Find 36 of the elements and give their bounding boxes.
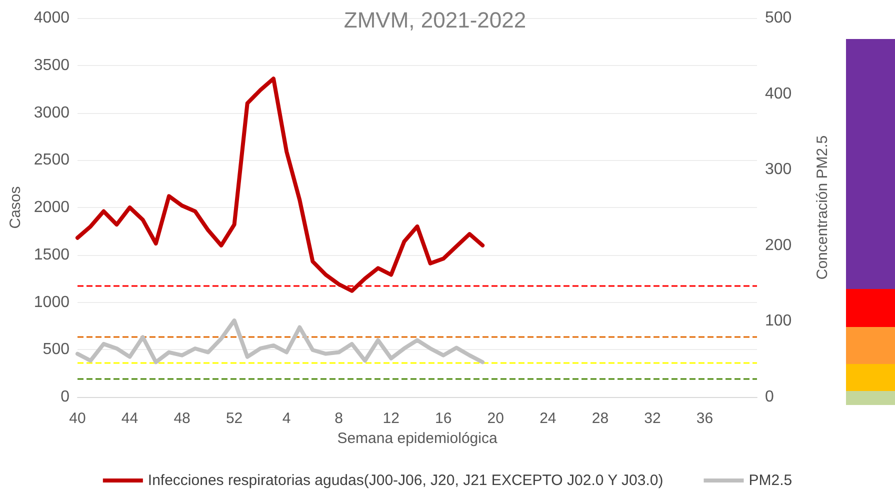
x-tick-label: 36 <box>696 410 714 427</box>
chart-title: ZMVM, 2021-2022 <box>344 8 526 32</box>
x-tick-label: 24 <box>540 410 556 427</box>
line-series <box>75 76 485 293</box>
y-tick-label: 1000 <box>34 294 70 311</box>
y-tick-label: 2500 <box>34 152 70 169</box>
y2-axis-title: Concentración PM2.5 <box>814 135 831 280</box>
x-tick-label: 20 <box>487 410 504 427</box>
y-tick-label: 2000 <box>34 199 70 216</box>
x-tick-label: 44 <box>121 410 138 427</box>
x-axis-title: Semana epidemiológica <box>337 430 498 447</box>
y2-tick-label: 200 <box>765 236 792 254</box>
y-tick-label: 3000 <box>34 104 70 122</box>
x-tick-label: 52 <box>226 410 243 427</box>
x-tick-label: 32 <box>644 410 661 427</box>
legend-label: PM2.5 <box>748 472 792 489</box>
y2-tick-label: 0 <box>765 388 774 406</box>
y-tick-label: 1500 <box>34 246 70 264</box>
legend-label: Infecciones respiratorias agudas(J00-J06, J20, J21 EXCEPTO J02.0 Y J03.0) <box>148 472 664 489</box>
x-tick-label: 48 <box>174 410 190 427</box>
y-axis-title: Casos <box>7 186 24 229</box>
y2-tick-label: 500 <box>765 10 792 26</box>
x-tick-label: 40 <box>69 410 86 427</box>
y2-tick-label: 400 <box>765 85 792 102</box>
y-tick-label: 500 <box>42 341 70 358</box>
y-tick-label: 3500 <box>34 56 70 74</box>
y-tick-label: 4000 <box>34 10 70 26</box>
line-series <box>75 318 485 364</box>
x-tick-label: 4 <box>282 410 291 427</box>
y2-tick-label: 300 <box>765 161 792 178</box>
x-tick-label: 28 <box>592 410 609 427</box>
y-tick-label: 0 <box>60 388 70 406</box>
y2-tick-label: 100 <box>765 312 792 330</box>
x-tick-label: 16 <box>435 410 452 427</box>
x-tick-label: 12 <box>382 410 400 427</box>
x-tick-label: 8 <box>334 410 344 427</box>
